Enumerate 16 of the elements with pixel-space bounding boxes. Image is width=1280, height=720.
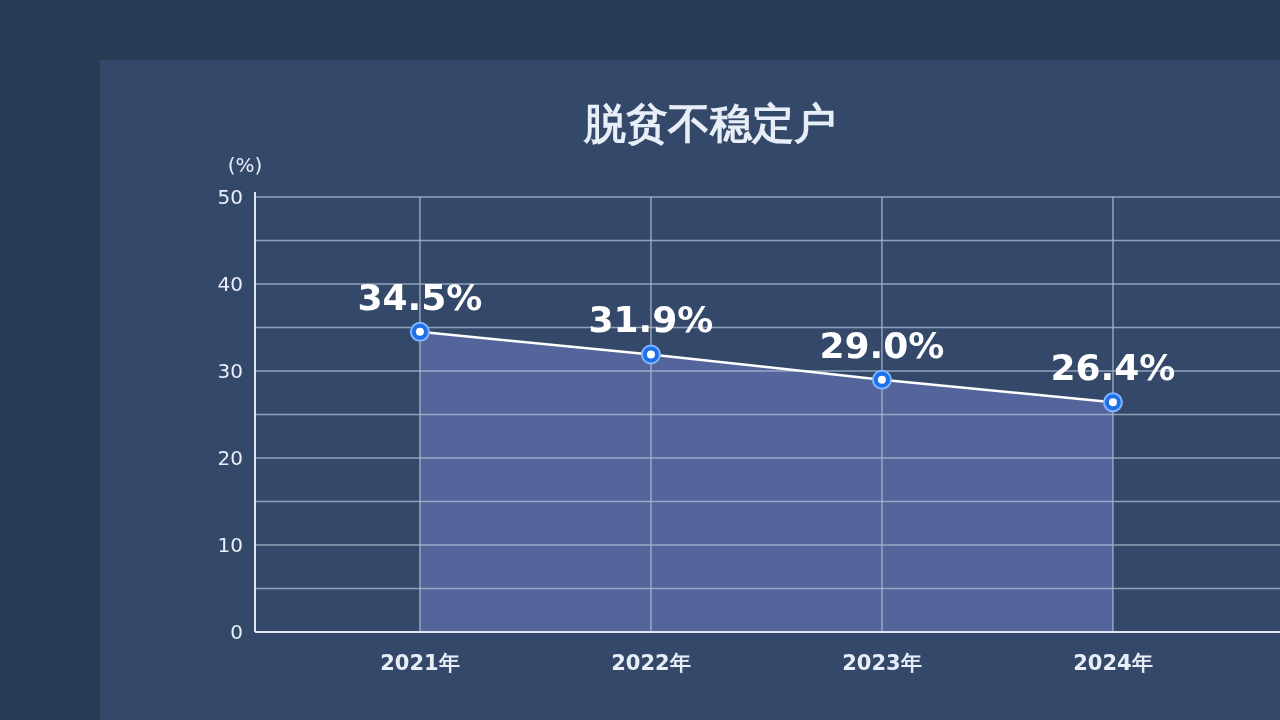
x-tick-label: 2022年 bbox=[611, 651, 691, 675]
x-tick-label: 2024年 bbox=[1073, 651, 1153, 675]
y-tick-label: 0 bbox=[230, 620, 243, 644]
chart-title: 脱贫不稳定户 bbox=[583, 99, 836, 148]
y-tick-label: 50 bbox=[217, 185, 243, 209]
y-tick-label: 30 bbox=[217, 359, 243, 383]
y-tick-label: 20 bbox=[217, 446, 243, 470]
y-tick-label: 10 bbox=[217, 533, 243, 557]
x-tick-label: 2023年 bbox=[842, 651, 922, 675]
y-tick-label: 40 bbox=[217, 272, 243, 296]
y-axis-title: (%) bbox=[227, 153, 263, 177]
data-label: 26.4% bbox=[1050, 347, 1176, 389]
data-label: 31.9% bbox=[588, 299, 714, 341]
data-label: 34.5% bbox=[357, 276, 483, 318]
data-label: 29.0% bbox=[819, 324, 945, 366]
x-tick-label: 2021年 bbox=[380, 651, 460, 675]
